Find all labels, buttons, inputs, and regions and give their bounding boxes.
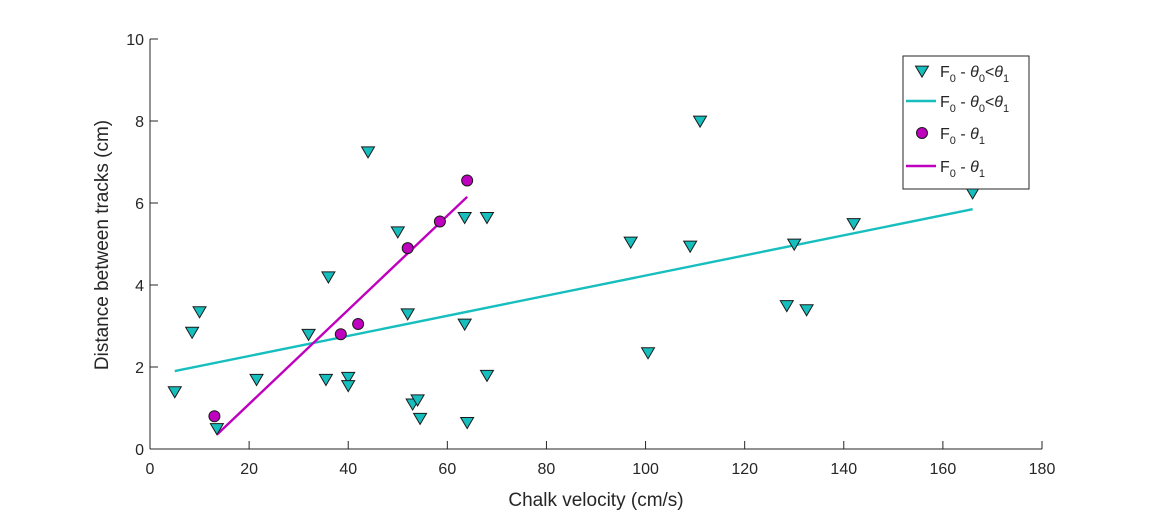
legend: F0 - θ0<θ1 F0 - θ0<θ1 F0 - θ1 F0 - θ1 bbox=[902, 55, 1030, 190]
x-tick-label: 100 bbox=[632, 461, 659, 478]
x-axis-label: Chalk velocity (cm/s) bbox=[508, 490, 683, 511]
x-tick-label: 40 bbox=[339, 461, 357, 478]
y-tick-label: 8 bbox=[135, 114, 144, 131]
x-tick-label: 120 bbox=[731, 461, 758, 478]
data-point-triangle bbox=[779, 300, 795, 313]
data-point-triangle bbox=[640, 347, 656, 360]
y-tick-label: 6 bbox=[135, 196, 144, 213]
y-tick-label: 10 bbox=[126, 32, 144, 49]
data-point-triangle bbox=[318, 373, 334, 387]
data-point-circle bbox=[334, 328, 347, 341]
data-point-triangle bbox=[340, 371, 356, 385]
data-point-circle bbox=[401, 242, 414, 255]
data-point-triangle bbox=[692, 115, 708, 129]
data-point-triangle bbox=[249, 373, 264, 387]
y-axis-label: Distance between tracks (cm) bbox=[92, 120, 113, 370]
data-point-triangle bbox=[360, 146, 376, 159]
fit-line bbox=[216, 195, 468, 436]
data-point-circle bbox=[352, 317, 365, 330]
plot-area bbox=[167, 115, 980, 436]
data-point-triangle bbox=[301, 328, 316, 342]
data-point-triangle bbox=[799, 304, 814, 317]
data-point-triangle bbox=[209, 423, 225, 436]
data-point-triangle bbox=[786, 238, 802, 252]
data-point-triangle bbox=[321, 271, 336, 284]
legend-marker-circle bbox=[916, 127, 928, 139]
data-point-triangle bbox=[479, 211, 495, 225]
y-tick-label: 2 bbox=[135, 360, 144, 377]
x-tick-label: 0 bbox=[146, 461, 155, 478]
legend-entry-label: F0 - θ0<θ1 bbox=[940, 94, 1009, 115]
x-tick-label: 160 bbox=[930, 461, 957, 478]
data-point-triangle bbox=[457, 318, 473, 332]
data-point-triangle bbox=[965, 187, 980, 200]
x-tick-label: 80 bbox=[538, 461, 556, 478]
x-tick-label: 180 bbox=[1029, 461, 1056, 478]
legend-entry-label: F0 - θ1 bbox=[940, 159, 985, 180]
data-point-triangle bbox=[192, 306, 207, 319]
legend-marker-triangle bbox=[914, 65, 930, 79]
x-tick-label: 60 bbox=[438, 461, 456, 478]
data-point-circle bbox=[461, 174, 474, 187]
x-tick-label: 20 bbox=[240, 461, 258, 478]
data-point-triangle bbox=[457, 211, 473, 225]
data-point-triangle bbox=[184, 326, 200, 340]
data-point-triangle bbox=[412, 412, 428, 426]
y-tick-label: 0 bbox=[135, 442, 144, 459]
legend-entry-label: F0 - θ1 bbox=[940, 126, 985, 147]
legend-entry-label: F0 - θ0<θ1 bbox=[940, 64, 1009, 85]
data-point-triangle bbox=[390, 226, 406, 239]
data-point-triangle bbox=[459, 416, 475, 430]
data-point-triangle bbox=[623, 236, 639, 250]
data-point-triangle bbox=[340, 380, 356, 393]
data-point-circle bbox=[433, 215, 446, 228]
data-point-triangle bbox=[400, 308, 416, 321]
data-point-circle bbox=[208, 410, 221, 423]
data-point-triangle bbox=[479, 369, 495, 383]
data-point-triangle bbox=[846, 218, 862, 231]
data-point-triangle bbox=[410, 394, 425, 407]
axes: 0 20 40 60 80 100 120 140 160 180 0 2 4 6 8 10 bbox=[126, 32, 1055, 478]
fit-line bbox=[174, 207, 973, 373]
data-point-triangle bbox=[167, 386, 183, 399]
x-tick-label: 140 bbox=[830, 461, 857, 478]
data-point-triangle bbox=[682, 240, 698, 254]
y-tick-label: 4 bbox=[135, 278, 144, 295]
